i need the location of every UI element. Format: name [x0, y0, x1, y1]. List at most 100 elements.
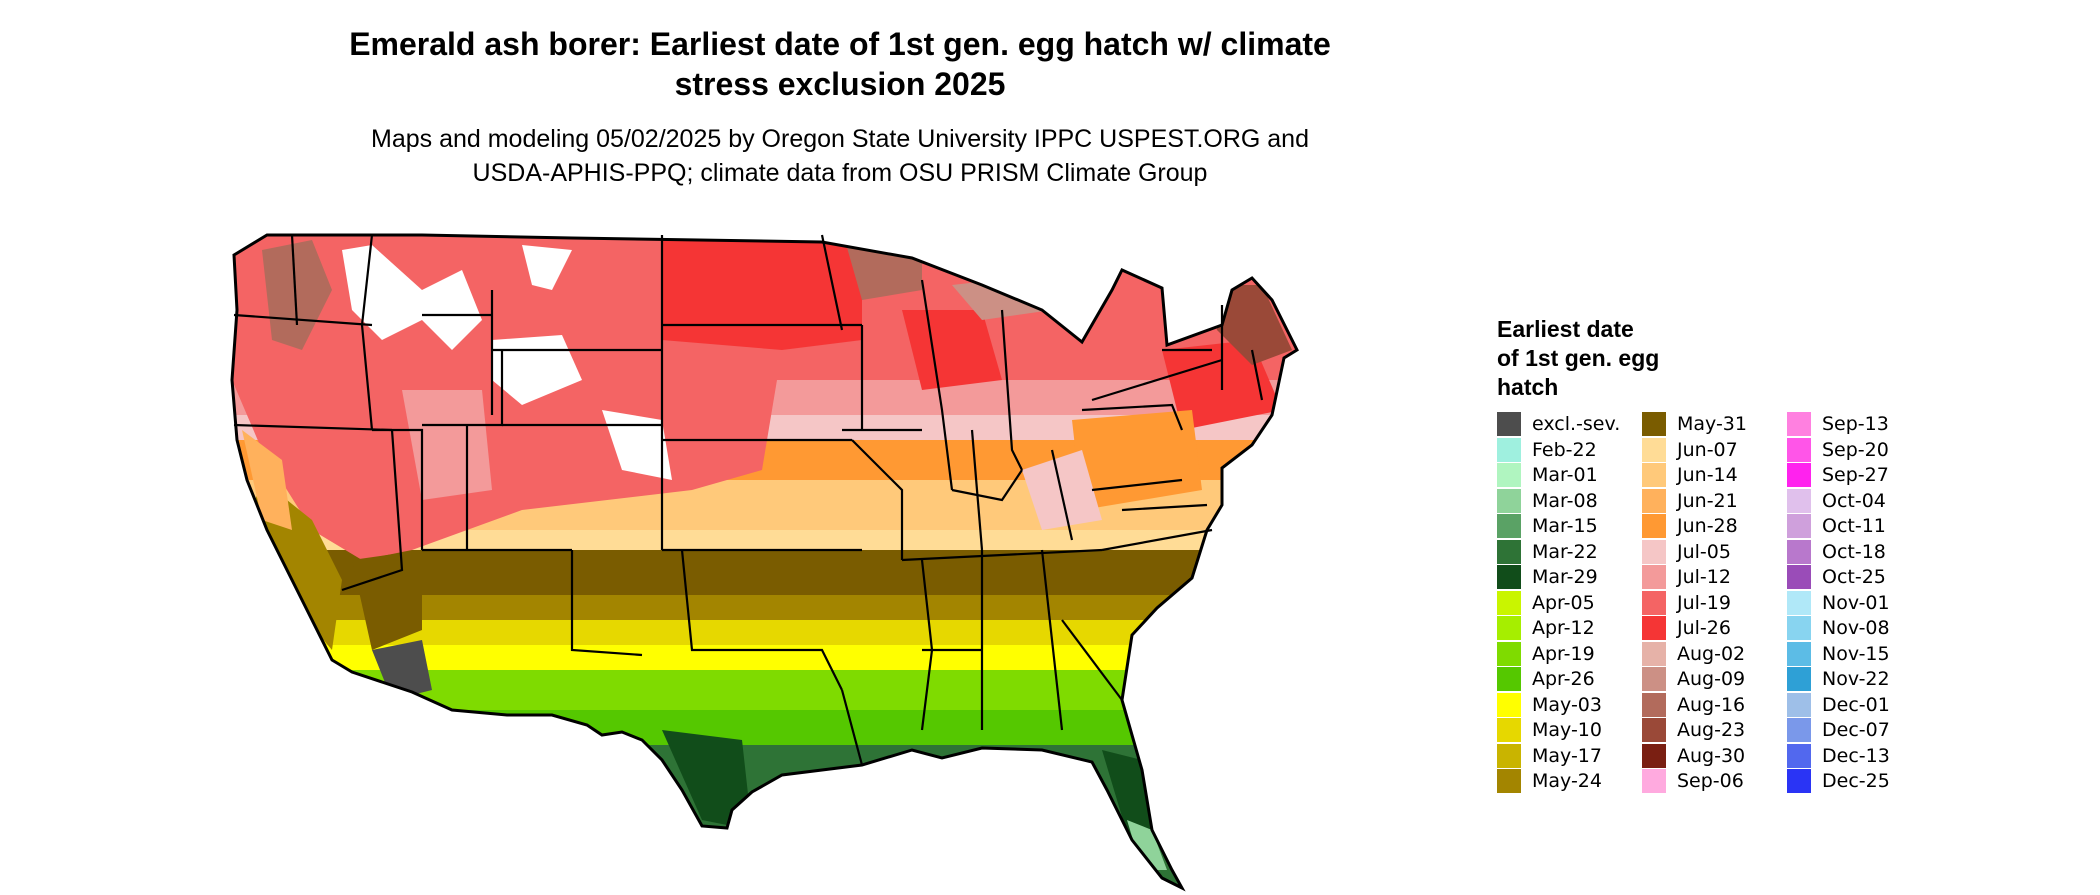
legend-swatch: [1787, 488, 1811, 513]
legend-label: Mar-01: [1532, 464, 1598, 486]
wyoming-white: [492, 335, 582, 405]
legend-swatch: [1787, 437, 1811, 462]
legend-item: Jun-14: [1642, 463, 1782, 488]
legend-label: Jun-07: [1677, 438, 1738, 461]
legend-item: Aug-09: [1642, 667, 1782, 692]
subtitle-line-1: Maps and modeling 05/02/2025 by Oregon S…: [371, 125, 1309, 153]
legend-item: Dec-25: [1787, 769, 1927, 794]
legend-item: Nov-15: [1787, 641, 1927, 667]
florida-tip: [1127, 820, 1167, 870]
legend-title-line-1: Earliest date: [1497, 316, 1634, 342]
legend-swatch: [1642, 514, 1666, 538]
legend-swatch: [1497, 667, 1521, 691]
legend-item: Sep-06: [1642, 769, 1782, 794]
california-orange: [242, 430, 292, 530]
legend-item: Jun-07: [1642, 437, 1782, 463]
legend-label: Nov-01: [1822, 591, 1890, 614]
legend-item: Dec-01: [1787, 692, 1927, 718]
legend-swatch: [1642, 565, 1666, 589]
legend-swatch: [1787, 641, 1811, 666]
legend-swatch: [1642, 590, 1666, 615]
map-subtitle: Maps and modeling 05/02/2025 by Oregon S…: [280, 122, 1400, 190]
utah-pink: [402, 390, 492, 500]
legend-label: Sep-13: [1822, 413, 1889, 435]
legend-swatch: [1642, 616, 1666, 640]
legend-swatch: [1642, 743, 1666, 768]
legend-swatch: [1787, 718, 1811, 742]
legend-label: Mar-15: [1532, 515, 1598, 537]
legend-item: Mar-15: [1497, 514, 1637, 539]
legend-label: Mar-22: [1532, 540, 1598, 563]
legend-swatch: [1497, 590, 1521, 615]
legend-item: Nov-22: [1787, 667, 1927, 692]
legend-swatch: [1787, 514, 1811, 538]
legend-title-line-2: of 1st gen. egg: [1497, 345, 1660, 371]
legend-label: Jul-19: [1677, 591, 1731, 614]
legend-item: Jun-28: [1642, 514, 1782, 539]
legend-label: Apr-26: [1532, 668, 1595, 690]
legend-swatch: [1642, 769, 1666, 793]
state-borders: [230, 233, 1299, 892]
legend-label: Apr-19: [1532, 642, 1595, 665]
legend-item: Oct-25: [1787, 565, 1927, 590]
legend-swatch: [1497, 514, 1521, 538]
title-line-1: Emerald ash borer: Earliest date of 1st …: [349, 26, 1331, 62]
legend-item: May-24: [1497, 769, 1637, 794]
legend-label: Jun-21: [1677, 489, 1738, 512]
northern-plains-red: [662, 235, 862, 350]
legend-label: Nov-15: [1822, 642, 1890, 665]
legend-item: excl.-sev.: [1497, 412, 1637, 437]
legend-label: Jul-05: [1677, 540, 1731, 563]
legend-label: Jul-26: [1677, 617, 1731, 639]
legend-swatch: [1642, 437, 1666, 462]
arizona-excluded: [372, 640, 432, 700]
rocky-white-2: [522, 245, 572, 290]
legend-item: Aug-02: [1642, 641, 1782, 667]
legend-swatch: [1497, 743, 1521, 768]
legend-item: Mar-22: [1497, 539, 1637, 565]
rocky-white-1: [342, 245, 482, 350]
legend-label: Sep-27: [1822, 464, 1889, 486]
legend-swatch: [1787, 590, 1811, 615]
legend-item: Sep-20: [1787, 437, 1927, 463]
legend-swatch: [1642, 412, 1666, 436]
map-title: Emerald ash borer: Earliest date of 1st …: [280, 24, 1400, 104]
legend-swatch: [1787, 412, 1811, 436]
texas-south-green: [662, 730, 752, 830]
legend-label: Aug-02: [1677, 642, 1746, 665]
legend-swatch: [1642, 692, 1666, 717]
legend-label: Nov-08: [1822, 617, 1890, 639]
legend-label: Aug-23: [1677, 719, 1746, 741]
legend-label: Jun-28: [1677, 515, 1738, 537]
legend-item: Mar-29: [1497, 565, 1637, 590]
legend-swatch: [1497, 565, 1521, 589]
legend-item: Jul-12: [1642, 565, 1782, 590]
legend-item: Dec-07: [1787, 718, 1927, 743]
legend-label: Dec-13: [1822, 744, 1890, 767]
legend-label: Apr-12: [1532, 617, 1595, 639]
legend-label: Aug-30: [1677, 744, 1746, 767]
legend-swatch: [1497, 437, 1521, 462]
legend-item: Apr-19: [1497, 641, 1637, 667]
legend-item: Mar-01: [1497, 463, 1637, 488]
legend-label: Dec-01: [1822, 693, 1890, 716]
legend-item: Aug-23: [1642, 718, 1782, 743]
legend-swatch: [1497, 769, 1521, 793]
legend-swatch: [1642, 718, 1666, 742]
legend-item: Oct-04: [1787, 488, 1927, 514]
legend-swatch: [1787, 565, 1811, 589]
legend-item: Jul-26: [1642, 616, 1782, 641]
legend-item: Aug-16: [1642, 692, 1782, 718]
legend-swatch: [1642, 667, 1666, 691]
legend-item: Feb-22: [1497, 437, 1637, 463]
legend-swatch: [1642, 488, 1666, 513]
legend-item: Jul-19: [1642, 590, 1782, 616]
legend-label: Feb-22: [1532, 438, 1597, 461]
midatlantic-orange: [1072, 410, 1202, 510]
legend-label: Jun-14: [1677, 464, 1738, 486]
legend-item: Apr-05: [1497, 590, 1637, 616]
legend-label: Aug-09: [1677, 668, 1746, 690]
legend-swatch: [1787, 769, 1811, 793]
legend-item: Aug-30: [1642, 743, 1782, 769]
legend-label: May-10: [1532, 719, 1602, 741]
